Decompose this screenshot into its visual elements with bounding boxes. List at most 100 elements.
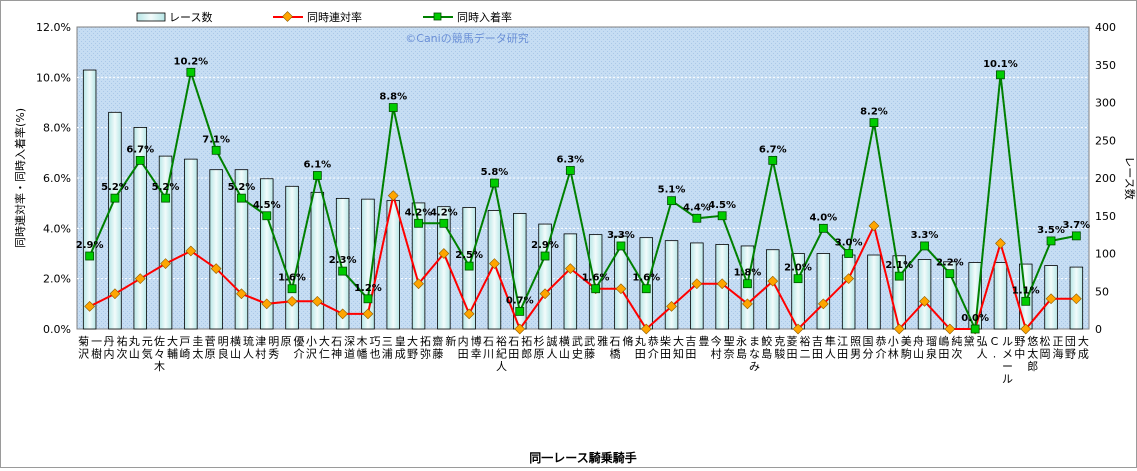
data-label: 6.7% bbox=[126, 144, 154, 155]
data-label: 3.5% bbox=[1037, 225, 1065, 236]
x-tick-char: 恭 bbox=[875, 335, 886, 348]
point-nyuchaku bbox=[186, 67, 196, 77]
x-tick-char: 次 bbox=[951, 347, 962, 361]
bar-race-count bbox=[664, 240, 679, 330]
x-tick-char: 野 bbox=[407, 348, 418, 361]
point-nyuchaku bbox=[287, 284, 297, 294]
x-tick-char: 岡 bbox=[1040, 348, 1051, 361]
x-tick-char: 郎 bbox=[1027, 359, 1038, 373]
legend-line1-marker bbox=[282, 11, 293, 22]
point-rentai bbox=[539, 288, 551, 300]
x-tick-char: 人 bbox=[496, 360, 507, 373]
y-right-tick-label: 50 bbox=[1095, 285, 1109, 298]
data-label: 3.0% bbox=[835, 238, 863, 249]
bar-race-count bbox=[234, 169, 249, 330]
x-tick-char: 元 bbox=[142, 335, 153, 348]
y-axis-right-title: レース数 bbox=[1123, 156, 1136, 199]
x-tick-char: 永 bbox=[736, 334, 747, 348]
point-rentai bbox=[463, 308, 475, 320]
x-tick-char: 巧 bbox=[369, 335, 380, 348]
x-tick-char: 介 bbox=[294, 348, 305, 361]
point-rentai bbox=[160, 258, 171, 269]
data-label: 6.1% bbox=[303, 159, 331, 170]
x-tick-char: 山 bbox=[913, 348, 924, 361]
x-tick-char: 武 bbox=[584, 335, 595, 348]
point-nyuchaku bbox=[338, 266, 348, 276]
point-nyuchaku bbox=[970, 324, 980, 334]
y-axis-left-title: 同時連対率・同時入着率(%) bbox=[13, 108, 27, 248]
point-nyuchaku bbox=[768, 155, 778, 165]
x-tick-char: 林 bbox=[888, 347, 899, 361]
y-left-tick-label: 2.0% bbox=[43, 273, 71, 286]
x-tick-char: 道 bbox=[344, 347, 355, 361]
point-nyuchaku bbox=[920, 241, 929, 251]
bar-race-count bbox=[588, 234, 603, 330]
x-tick-char: 武 bbox=[572, 335, 583, 348]
data-label: 1.6% bbox=[278, 273, 306, 284]
x-category-label: 齋藤新 bbox=[432, 334, 456, 361]
bar-race-count bbox=[108, 111, 122, 330]
point-rentai bbox=[387, 190, 399, 201]
x-tick-char: 吉 bbox=[685, 335, 696, 348]
point-nyuchaku bbox=[1046, 236, 1056, 246]
x-tick-char: 原 bbox=[205, 348, 216, 361]
x-tick-char: 橋 bbox=[609, 347, 620, 361]
x-tick-char: 津 bbox=[255, 335, 266, 348]
x-tick-char: 拓 bbox=[420, 334, 431, 348]
x-tick-char: 野 bbox=[1014, 335, 1025, 348]
point-nyuchaku bbox=[515, 306, 525, 316]
x-tick-char: 誠 bbox=[547, 335, 558, 348]
x-tick-char: み bbox=[749, 360, 760, 373]
x-tick-char: 国 bbox=[862, 335, 873, 348]
point-rentai bbox=[716, 278, 728, 290]
y-left-tick-label: 8.0% bbox=[43, 122, 71, 135]
x-tick-char: 山 bbox=[230, 348, 241, 361]
x-tick-char: 祐 bbox=[116, 335, 127, 348]
x-tick-char: 江 bbox=[837, 335, 848, 348]
point-nyuchaku bbox=[793, 274, 803, 284]
x-tick-char: 太 bbox=[1027, 348, 1038, 361]
x-tick-char: 内 bbox=[458, 334, 469, 348]
y-right-tick-label: 200 bbox=[1095, 172, 1116, 185]
data-label: 5.2% bbox=[228, 182, 256, 193]
point-rentai bbox=[413, 278, 424, 290]
x-tick-char: 也 bbox=[369, 348, 380, 361]
point-nyuchaku bbox=[237, 193, 246, 203]
data-label: 2.5% bbox=[455, 250, 483, 261]
x-tick-char: 泉 bbox=[926, 347, 937, 361]
point-rentai bbox=[995, 238, 1006, 249]
x-tick-char: 松 bbox=[1040, 334, 1051, 348]
point-nyuchaku bbox=[996, 70, 1005, 80]
x-tick-char: 々 bbox=[154, 348, 165, 361]
x-tick-char: 横 bbox=[230, 334, 241, 348]
x-tick-char: 太 bbox=[192, 348, 203, 361]
data-label: 5.2% bbox=[101, 182, 129, 193]
x-tick-char: 浦 bbox=[382, 348, 393, 361]
x-tick-char: 黛 bbox=[964, 335, 975, 348]
x-tick-char: 純 bbox=[951, 335, 962, 348]
x-tick-char: 田 bbox=[812, 348, 823, 361]
x-tick-char: 博 bbox=[471, 335, 482, 348]
x-tick-char: 田 bbox=[508, 348, 519, 361]
y-right-tick-label: 250 bbox=[1095, 134, 1116, 147]
point-nyuchaku bbox=[211, 145, 221, 155]
point-rentai bbox=[311, 295, 323, 307]
point-rentai bbox=[944, 323, 956, 335]
x-category-label: 原優介 bbox=[281, 335, 305, 361]
x-tick-char: 田 bbox=[458, 348, 469, 361]
x-tick-char: 弘 bbox=[977, 335, 988, 348]
x-axis-title: 同一レース騎乗騎手 bbox=[529, 450, 636, 465]
x-tick-char: 仁 bbox=[319, 348, 330, 361]
